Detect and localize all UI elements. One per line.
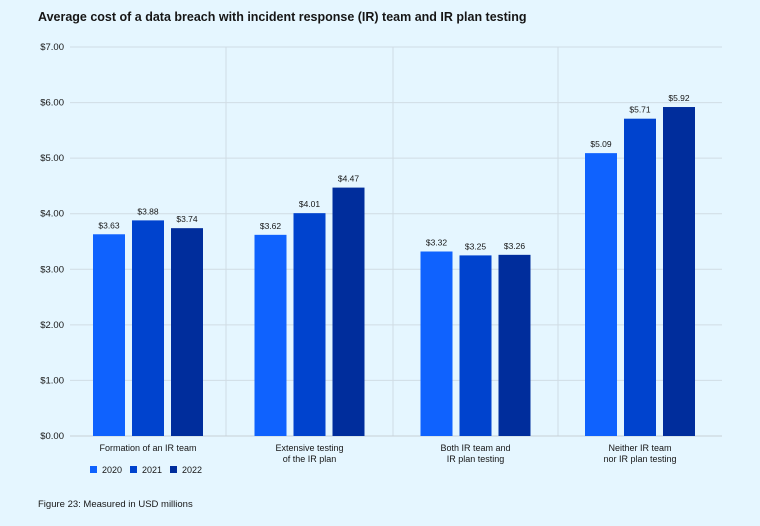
y-tick-label: $7.00 [40, 42, 64, 53]
legend-label: 2020 [102, 465, 122, 475]
data-label: $3.63 [98, 220, 120, 230]
bar [332, 187, 365, 436]
bar [93, 234, 125, 436]
data-label: $5.71 [629, 105, 651, 115]
x-category-label: Neither IR team nor IR plan testing [603, 443, 676, 464]
bar [663, 107, 695, 436]
legend-swatch [130, 466, 137, 473]
legend-swatch [90, 466, 97, 473]
bar [293, 213, 326, 436]
bar [585, 153, 617, 437]
legend-swatch [170, 466, 177, 473]
y-tick-label: $5.00 [40, 153, 64, 164]
x-category-label: Both IR team and IR plan testing [440, 443, 510, 464]
data-label: $5.09 [590, 139, 612, 149]
data-label: $3.88 [137, 206, 159, 216]
bar [132, 220, 164, 436]
data-label: $5.92 [668, 93, 690, 103]
footnote: Figure 23: Measured in USD millions [38, 499, 193, 510]
bar [171, 228, 203, 436]
bar [498, 254, 531, 436]
data-label: $4.01 [299, 199, 321, 209]
data-label: $3.26 [504, 241, 526, 251]
data-label: $4.47 [338, 174, 360, 184]
y-tick-label: $6.00 [40, 98, 64, 109]
chart-title: Average cost of a data breach with incid… [38, 10, 527, 24]
bar [420, 251, 453, 436]
legend-label: 2022 [182, 465, 202, 475]
y-tick-label: $3.00 [40, 264, 64, 275]
y-tick-label: $2.00 [40, 320, 64, 331]
data-label: $3.25 [465, 241, 487, 251]
data-label: $3.74 [176, 214, 198, 224]
legend-label: 2021 [142, 465, 162, 475]
y-tick-label: $1.00 [40, 375, 64, 386]
y-tick-label: $0.00 [40, 431, 64, 442]
x-category-label: Extensive testing of the IR plan [275, 443, 343, 464]
bar [624, 118, 656, 437]
bar [254, 234, 287, 436]
data-label: $3.62 [260, 221, 282, 231]
y-tick-label: $4.00 [40, 209, 64, 220]
x-category-label: Formation of an IR team [99, 443, 196, 453]
data-label: $3.32 [426, 238, 448, 248]
bar [459, 255, 492, 436]
